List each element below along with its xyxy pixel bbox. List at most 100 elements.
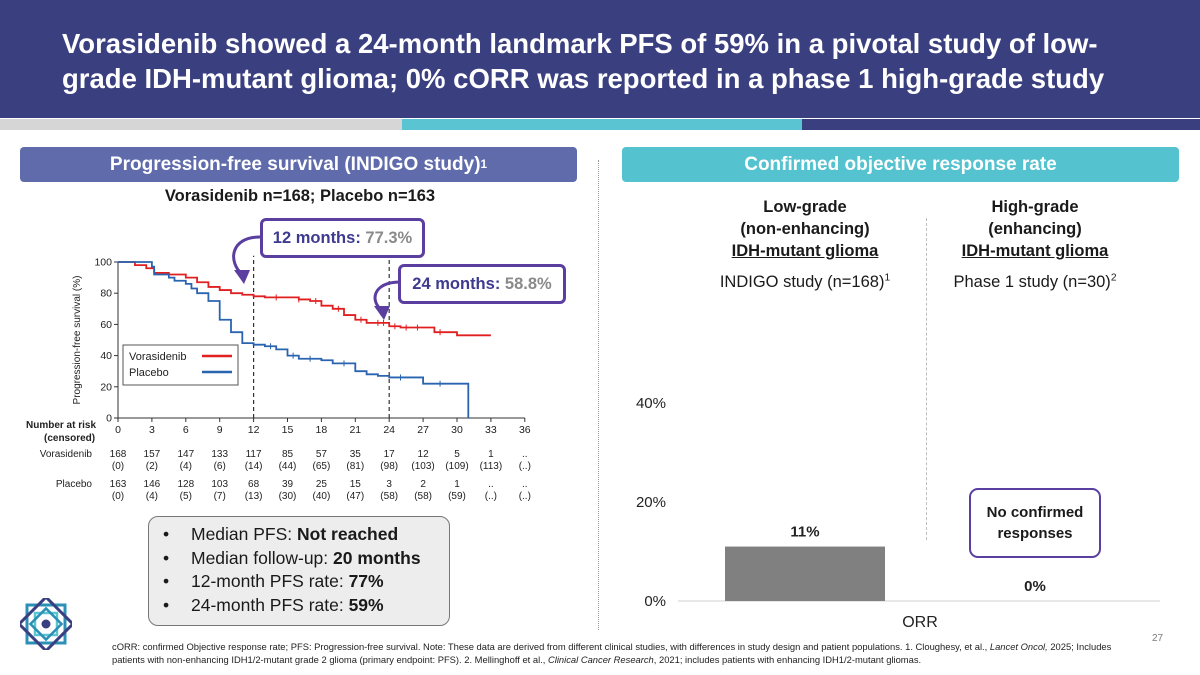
bullet-icon: • <box>163 571 170 591</box>
low-grade-line1: Low-grade <box>763 198 847 216</box>
km-x-tick-label: 15 <box>282 424 294 436</box>
km-x-tick-label: 21 <box>349 424 361 436</box>
risk-censored: (58) <box>380 491 398 502</box>
risk-censored: (109) <box>445 461 468 472</box>
km-y-tick-label: 80 <box>100 288 112 300</box>
risk-censored: (4) <box>180 461 192 472</box>
km-y-tick-label: 40 <box>100 350 112 362</box>
km-x-tick-label: 6 <box>183 424 189 436</box>
km-y-axis-label: Progression-free survival (%) <box>72 276 83 405</box>
orr-y-tick-label: 20% <box>636 494 666 511</box>
panel-divider <box>598 160 599 630</box>
risk-censored: (40) <box>313 491 331 502</box>
risk-censored: (..) <box>519 491 531 502</box>
orr-panel-header: Confirmed objective response rate <box>622 147 1179 182</box>
summary-value: 59% <box>348 594 384 615</box>
risk-count: 12 <box>418 449 430 460</box>
km-y-tick-label: 20 <box>100 381 112 393</box>
company-logo-icon <box>20 598 72 650</box>
summary-label: 24-month PFS rate: <box>191 594 349 615</box>
risk-count: 68 <box>248 479 260 490</box>
orr-panel-title: Confirmed objective response rate <box>744 153 1057 175</box>
risk-censored: (65) <box>313 461 331 472</box>
km-x-tick-label: 18 <box>316 424 328 436</box>
footnote: cORR: confirmed Objective response rate;… <box>112 640 1122 666</box>
km-x-tick-label: 3 <box>149 424 155 436</box>
callout-24-label: 24 months: <box>412 274 501 293</box>
low-grade-heading: Low-grade (non-enhancing) IDH-mutant gli… <box>700 196 910 262</box>
arrow-12-months-icon <box>232 235 261 276</box>
orr-bar <box>725 546 885 601</box>
high-grade-ref: 2 <box>1110 272 1117 284</box>
orr-y-tick-label: 0% <box>644 593 666 610</box>
risk-censored: (59) <box>448 491 466 502</box>
high-grade-line1: High-grade <box>991 198 1079 216</box>
footnote-part1: cORR: confirmed Objective response rate;… <box>112 641 990 652</box>
risk-censored: (113) <box>480 461 503 472</box>
risk-censored: (..) <box>519 461 531 472</box>
vorasidenib-curve <box>118 261 491 337</box>
risk-count: .. <box>488 479 494 490</box>
risk-count: 17 <box>384 449 396 460</box>
summary-value: 77% <box>348 571 384 591</box>
km-x-tick-label: 12 <box>248 424 260 436</box>
footnote-part3: , 2021; includes patients with enhancing… <box>653 654 922 665</box>
risk-count: 146 <box>144 479 161 490</box>
risk-count: 1 <box>488 449 494 460</box>
summary-item: • Median PFS: Not reached <box>163 523 443 547</box>
no-confirmed-responses-box: No confirmed responses <box>969 488 1101 558</box>
summary-item: • 12-month PFS rate: 77% <box>163 570 443 594</box>
high-grade-line2: (enhancing) <box>988 220 1082 238</box>
km-y-tick-label: 100 <box>94 257 112 269</box>
risk-count: 147 <box>177 449 194 460</box>
footnote-part2: 2025; Includes patients with non-enhanci… <box>112 641 1112 665</box>
accent-bar-gray <box>0 119 402 130</box>
risk-censored: (5) <box>180 491 192 502</box>
km-x-tick-label: 27 <box>417 424 429 436</box>
risk-count: 117 <box>246 449 262 460</box>
bullet-icon: • <box>163 524 170 544</box>
risk-censored: (81) <box>346 461 364 472</box>
page-number: 27 <box>1152 633 1164 644</box>
callout-12-months: 12 months: 77.3% <box>260 218 425 258</box>
risk-censored: (6) <box>214 461 226 472</box>
km-legend-box <box>122 344 239 386</box>
high-grade-line3: IDH-mutant glioma <box>961 242 1109 260</box>
risk-table-subtitle: (censored) <box>44 433 95 444</box>
risk-censored: (44) <box>279 461 297 472</box>
orr-x-axis-label: ORR <box>902 614 938 631</box>
risk-censored: (4) <box>146 491 158 502</box>
slide-title: Vorasidenib showed a 24-month landmark P… <box>62 28 1105 94</box>
km-legend-label: Placebo <box>129 367 169 379</box>
footnote-journal2: Clinical Cancer Research <box>548 654 654 665</box>
risk-row-label: Vorasidenib <box>40 449 93 460</box>
arrow-12-months-head-icon <box>234 270 250 284</box>
risk-count: .. <box>522 479 528 490</box>
summary-label: Median PFS: <box>191 524 298 544</box>
risk-censored: (98) <box>380 461 398 472</box>
title-banner: Vorasidenib showed a 24-month landmark P… <box>0 0 1200 118</box>
risk-censored: (30) <box>279 491 297 502</box>
callout-12-label: 12 months: <box>272 228 361 247</box>
risk-censored: (58) <box>414 491 432 502</box>
pfs-summary-box: • Median PFS: Not reached • Median follow-… <box>148 516 450 626</box>
risk-count: 168 <box>110 449 127 460</box>
km-x-tick-label: 9 <box>217 424 223 436</box>
km-y-tick-label: 0 <box>106 413 112 425</box>
km-x-tick-label: 30 <box>451 424 463 436</box>
km-x-tick-label: 0 <box>115 424 121 436</box>
risk-censored: (14) <box>245 461 263 472</box>
km-legend-label: Vorasidenib <box>129 351 187 363</box>
orr-data-label: 0% <box>1024 578 1046 595</box>
risk-censored: (103) <box>411 461 434 472</box>
accent-bar-navy <box>802 119 1200 130</box>
risk-censored: (2) <box>146 461 158 472</box>
risk-count: 15 <box>350 479 362 490</box>
column-divider <box>926 218 927 540</box>
risk-count: 3 <box>386 479 392 490</box>
low-grade-study: INDIGO study (n=168)1 <box>700 273 910 292</box>
orr-bar-chart: 0% 20% 40% 11% 0% ORR <box>636 395 1160 631</box>
risk-count: 39 <box>282 479 294 490</box>
pfs-panel-header: Progression-free survival (INDIGO study)… <box>20 147 577 182</box>
